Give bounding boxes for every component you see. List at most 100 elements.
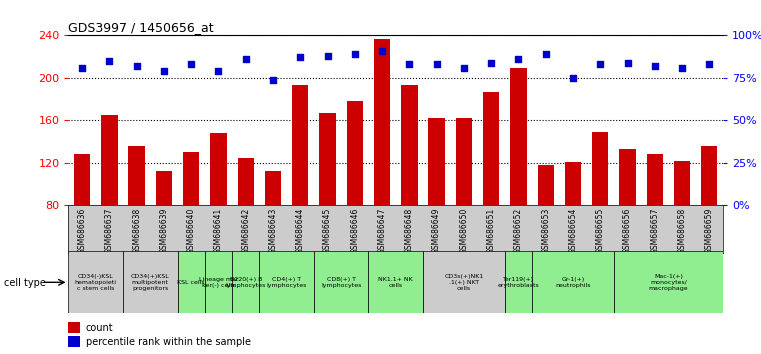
Bar [237, 158, 254, 205]
Point [458, 65, 470, 70]
Point [403, 62, 416, 67]
Text: GSM686657: GSM686657 [651, 208, 659, 254]
FancyBboxPatch shape [205, 251, 232, 313]
Text: GSM686643: GSM686643 [269, 208, 278, 254]
Text: GSM686642: GSM686642 [241, 208, 250, 254]
Text: count: count [85, 322, 113, 332]
Text: GSM686646: GSM686646 [350, 208, 359, 254]
Text: GSM686639: GSM686639 [160, 208, 168, 254]
Point [321, 53, 333, 59]
Text: CD4(+) T
lymphocytes: CD4(+) T lymphocytes [266, 277, 307, 288]
Point [594, 62, 607, 67]
Point [103, 58, 116, 64]
Bar [265, 171, 281, 205]
Text: Mac-1(+)
monocytes/
macrophage: Mac-1(+) monocytes/ macrophage [648, 274, 688, 291]
Bar [592, 132, 609, 205]
Text: CD8(+) T
lymphocytes: CD8(+) T lymphocytes [321, 277, 361, 288]
Bar [129, 146, 145, 205]
FancyBboxPatch shape [614, 251, 723, 313]
Bar [647, 154, 663, 205]
Point [703, 62, 715, 67]
Text: GSM686644: GSM686644 [296, 208, 304, 254]
FancyBboxPatch shape [68, 251, 123, 313]
FancyBboxPatch shape [232, 251, 260, 313]
Point [567, 75, 579, 81]
Text: GSM686636: GSM686636 [78, 208, 87, 254]
Text: GSM686651: GSM686651 [487, 208, 495, 254]
Point [431, 62, 443, 67]
Bar [101, 115, 117, 205]
Bar [565, 162, 581, 205]
Point [622, 60, 634, 65]
Text: GDS3997 / 1450656_at: GDS3997 / 1450656_at [68, 21, 214, 34]
Text: GSM686640: GSM686640 [186, 208, 196, 254]
Bar [68, 322, 80, 333]
Point [485, 60, 497, 65]
Point [376, 48, 388, 53]
Text: Gr-1(+)
neutrophils: Gr-1(+) neutrophils [556, 277, 591, 288]
Text: cell type: cell type [4, 278, 46, 288]
FancyBboxPatch shape [123, 251, 177, 313]
Text: GSM686647: GSM686647 [377, 208, 387, 254]
Text: GSM686659: GSM686659 [705, 208, 714, 254]
FancyBboxPatch shape [314, 251, 368, 313]
Point [76, 65, 88, 70]
Text: GSM686654: GSM686654 [568, 208, 578, 254]
Text: GSM686641: GSM686641 [214, 208, 223, 254]
Point [512, 56, 524, 62]
Bar [456, 118, 472, 205]
Text: GSM686650: GSM686650 [460, 208, 468, 254]
Text: GSM686655: GSM686655 [596, 208, 605, 254]
Point [185, 62, 197, 67]
Text: CD34(-)KSL
hematopoieti
c stem cells: CD34(-)KSL hematopoieti c stem cells [75, 274, 116, 291]
Text: KSL cells: KSL cells [177, 280, 205, 285]
Bar [210, 133, 227, 205]
Bar [374, 39, 390, 205]
Point [131, 63, 143, 69]
Text: GSM686656: GSM686656 [623, 208, 632, 254]
Point [267, 77, 279, 82]
Text: GSM686653: GSM686653 [541, 208, 550, 254]
Point [540, 51, 552, 57]
Bar [183, 152, 199, 205]
Bar [619, 149, 635, 205]
FancyBboxPatch shape [368, 251, 423, 313]
Text: percentile rank within the sample: percentile rank within the sample [85, 337, 250, 347]
Bar [537, 165, 554, 205]
Point [676, 65, 688, 70]
Point [349, 51, 361, 57]
Bar [673, 161, 690, 205]
FancyBboxPatch shape [260, 251, 314, 313]
Bar [292, 85, 308, 205]
Point [295, 55, 307, 60]
Bar [401, 85, 418, 205]
Text: NK1.1+ NK
cells: NK1.1+ NK cells [378, 277, 413, 288]
Bar [156, 171, 172, 205]
Text: B220(+) B
lymphocytes: B220(+) B lymphocytes [225, 277, 266, 288]
Point [648, 63, 661, 69]
Bar [510, 68, 527, 205]
FancyBboxPatch shape [423, 251, 505, 313]
Bar [68, 336, 80, 347]
Bar [701, 146, 718, 205]
Text: GSM686638: GSM686638 [132, 208, 141, 254]
Point [212, 68, 224, 74]
Text: Lineage mar
ker(-) cells: Lineage mar ker(-) cells [199, 277, 238, 288]
Text: GSM686649: GSM686649 [432, 208, 441, 254]
Text: CD3s(+)NK1
.1(+) NKT
cells: CD3s(+)NK1 .1(+) NKT cells [444, 274, 483, 291]
Bar [483, 92, 499, 205]
Text: GSM686658: GSM686658 [677, 208, 686, 254]
FancyBboxPatch shape [505, 251, 532, 313]
Text: CD34(+)KSL
multipotent
progenitors: CD34(+)KSL multipotent progenitors [131, 274, 170, 291]
Point [240, 56, 252, 62]
Text: Ter119(+)
erythroblasts: Ter119(+) erythroblasts [498, 277, 540, 288]
Text: GSM686637: GSM686637 [105, 208, 114, 254]
Bar [74, 154, 91, 205]
Text: GSM686645: GSM686645 [323, 208, 332, 254]
FancyBboxPatch shape [532, 251, 614, 313]
Text: GSM686648: GSM686648 [405, 208, 414, 254]
Text: GSM686652: GSM686652 [514, 208, 523, 254]
Point [158, 68, 170, 74]
Bar [320, 113, 336, 205]
FancyBboxPatch shape [177, 251, 205, 313]
